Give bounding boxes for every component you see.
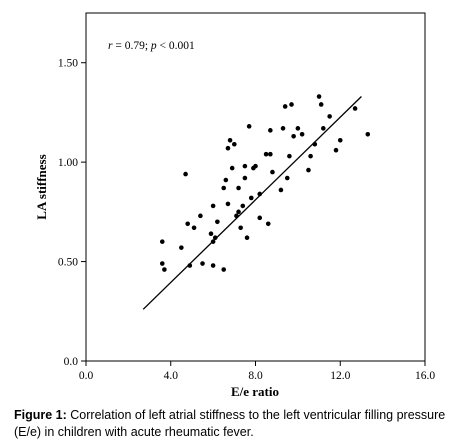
data-points — [159, 94, 371, 272]
x-tick-label: 4.0 — [164, 370, 179, 382]
data-point — [333, 147, 339, 153]
data-point — [200, 261, 205, 266]
data-point — [242, 175, 248, 181]
data-point — [337, 137, 343, 143]
y-tick-label: 1.00 — [58, 157, 78, 169]
data-point — [223, 177, 229, 183]
data-point — [321, 126, 326, 131]
data-point — [278, 187, 284, 193]
data-point — [244, 235, 250, 241]
data-point — [280, 126, 286, 131]
data-point — [159, 239, 165, 244]
data-point — [232, 141, 237, 147]
data-point — [198, 213, 203, 219]
data-point — [225, 145, 231, 151]
data-point — [229, 165, 235, 171]
y-tick-label: 0.0 — [64, 356, 79, 368]
data-point — [306, 167, 311, 173]
data-point — [240, 203, 246, 209]
data-point — [268, 151, 273, 157]
data-point — [287, 153, 292, 159]
scatter-chart: 0.0 4.0 8.0 12.0 16.0 0.0 0.50 1.00 1.50 r = 0.7… — [34, 12, 435, 399]
data-point — [159, 261, 165, 266]
correlation-annotation: r = 0.79; p < 0.001 — [108, 40, 195, 52]
data-point — [225, 201, 231, 207]
data-point — [221, 267, 227, 272]
data-point — [268, 128, 273, 133]
data-point — [238, 225, 243, 231]
data-point — [327, 114, 332, 119]
data-point — [210, 263, 216, 268]
data-point — [246, 124, 252, 129]
data-point — [295, 126, 301, 131]
x-tick-label: 16.0 — [415, 370, 435, 382]
data-point — [253, 163, 258, 169]
data-point — [179, 245, 184, 250]
x-tick-label: 0.0 — [79, 370, 94, 382]
plot-frame — [85, 12, 426, 362]
data-point — [248, 195, 254, 201]
data-point — [265, 221, 271, 227]
data-point — [242, 163, 248, 169]
data-point — [289, 102, 294, 107]
x-tick-label: 12.0 — [330, 370, 350, 382]
caption-text: Correlation of left atrial stiffness to … — [14, 408, 446, 439]
data-point — [291, 133, 296, 139]
data-point — [282, 104, 288, 109]
data-point — [208, 231, 214, 237]
data-point — [162, 267, 167, 272]
x-axis-label: E/e ratio — [231, 384, 279, 399]
data-point — [212, 235, 218, 241]
data-point — [221, 185, 227, 191]
data-point — [227, 137, 233, 143]
caption-label: Figure 1: — [14, 408, 67, 422]
data-point — [365, 132, 371, 137]
y-tick-label: 0.50 — [58, 257, 78, 269]
data-point — [215, 219, 220, 225]
data-point — [352, 106, 358, 111]
data-point — [318, 102, 324, 107]
data-point — [257, 215, 263, 221]
data-point — [308, 153, 313, 159]
data-point — [191, 225, 197, 231]
data-point — [183, 171, 188, 177]
y-axis-label: LA stiffness — [34, 154, 49, 219]
data-point — [236, 209, 241, 215]
y-tick-label: 1.50 — [58, 58, 78, 70]
figure-caption: Figure 1: Correlation of left atrial sti… — [14, 407, 466, 441]
data-point — [210, 203, 216, 209]
data-point — [263, 151, 269, 157]
data-point — [284, 175, 290, 181]
data-point — [270, 169, 275, 175]
regression-line — [142, 96, 362, 310]
data-point — [299, 132, 305, 137]
data-point — [185, 221, 190, 227]
data-point — [316, 94, 322, 99]
data-point — [236, 185, 241, 191]
x-tick-label: 8.0 — [248, 370, 263, 382]
axes: 0.0 4.0 8.0 12.0 16.0 0.0 0.50 1.00 1.50 — [58, 58, 435, 382]
